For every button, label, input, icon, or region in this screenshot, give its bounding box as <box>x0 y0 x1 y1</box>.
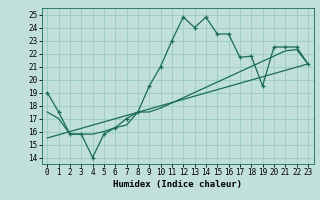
X-axis label: Humidex (Indice chaleur): Humidex (Indice chaleur) <box>113 180 242 189</box>
